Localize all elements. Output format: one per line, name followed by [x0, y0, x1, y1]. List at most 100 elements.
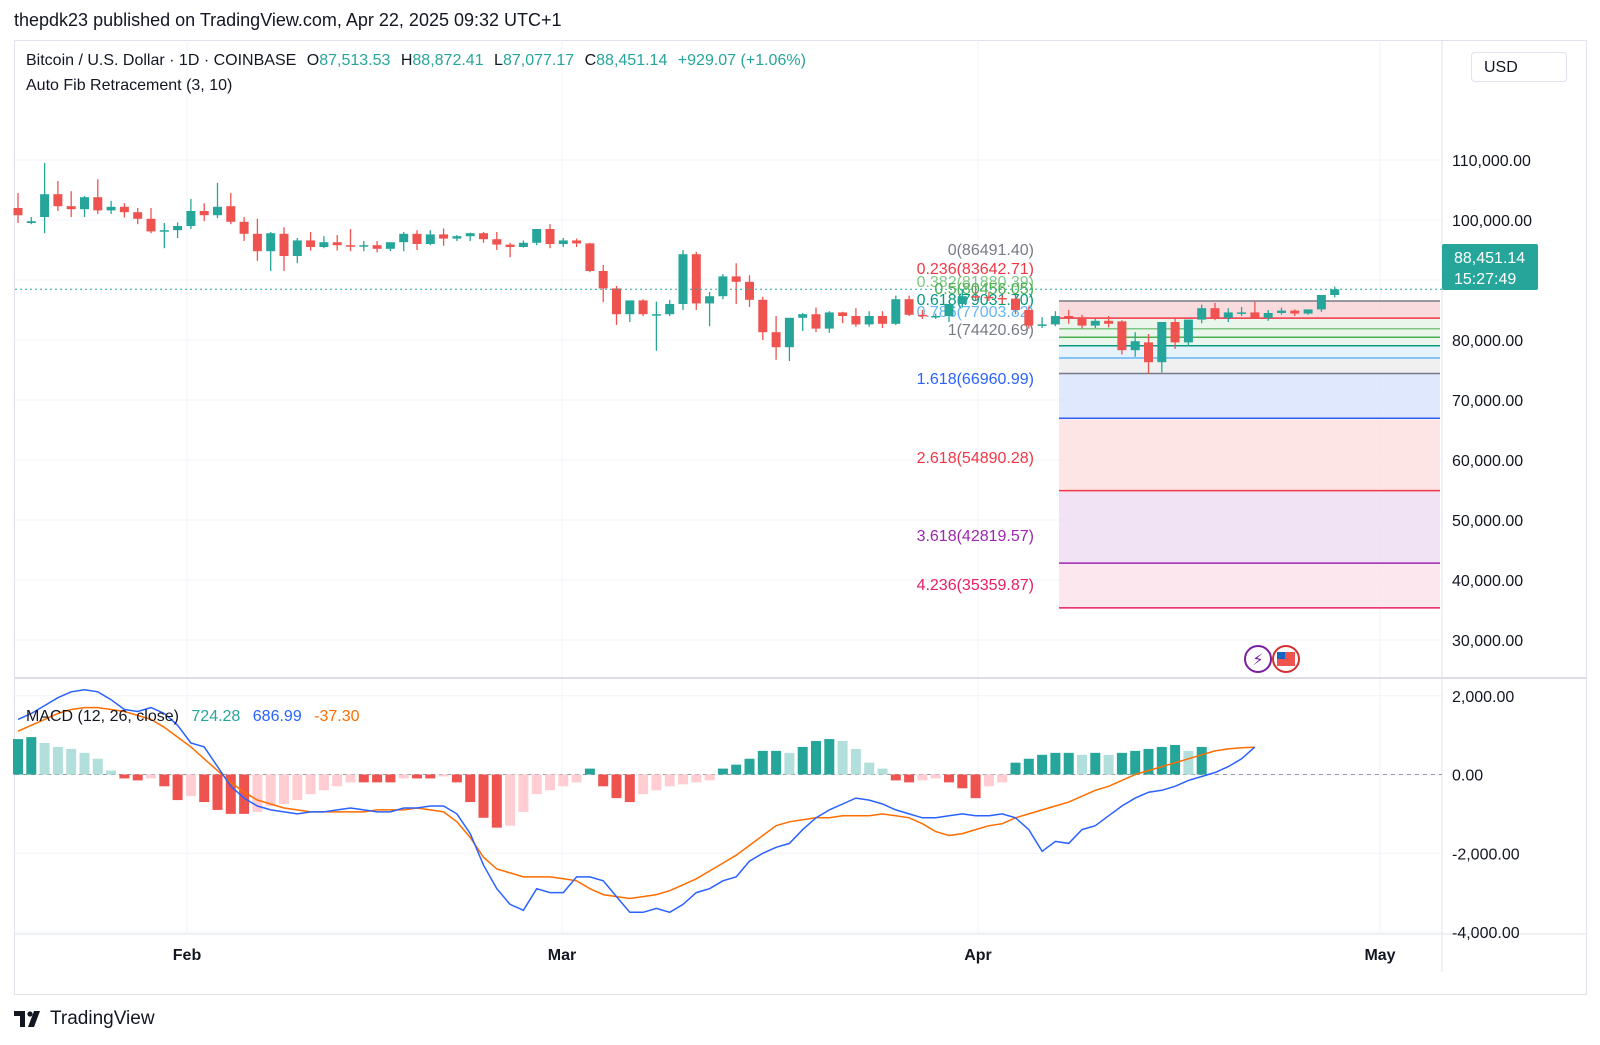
candle-body: [997, 298, 1007, 300]
candle-body: [1263, 313, 1273, 318]
fib-level-label: 3.618(42819.57): [917, 528, 1034, 545]
candle-body: [931, 316, 941, 318]
candle-body: [944, 304, 954, 316]
fib-band: [1059, 490, 1440, 564]
time-tick-label: Apr: [964, 947, 992, 964]
candle-body: [612, 288, 621, 315]
candle-body: [1197, 308, 1207, 320]
candle-body: [1011, 298, 1020, 310]
macd-histogram-bar: [757, 750, 768, 775]
candle-body: [412, 233, 422, 244]
fib-band: [1059, 301, 1440, 319]
macd-histogram-bar: [292, 774, 303, 801]
macd-histogram-bar: [811, 741, 821, 775]
candle-body: [758, 299, 768, 333]
high-value: 88,872.41: [412, 52, 484, 69]
candle-body: [1144, 342, 1153, 363]
candle-body: [439, 234, 449, 239]
candle-body: [332, 242, 342, 246]
candle-body: [518, 242, 528, 247]
candle-body: [585, 243, 595, 271]
price-tick-label: 50,000.00: [1452, 513, 1523, 530]
fib-band: [1059, 357, 1440, 374]
candle-body: [385, 242, 395, 249]
candle-body: [26, 221, 36, 223]
fib-level-label: 1(74420.69): [948, 322, 1034, 339]
macd-tick-label: 0.00: [1452, 768, 1483, 785]
fib-level-label: 4.236(35359.87): [917, 577, 1034, 594]
macd-histogram-bar: [824, 739, 835, 775]
close-key: C: [584, 52, 597, 69]
macd-histogram-bar: [1103, 754, 1114, 775]
macd-histogram-bar: [771, 750, 782, 775]
price-tick-label: 80,000.00: [1452, 333, 1523, 350]
macd-histogram-bar: [691, 774, 702, 783]
macd-histogram-bar: [970, 774, 981, 799]
macd-line: [17, 689, 1256, 914]
candle-body: [1050, 316, 1060, 325]
open-key: O: [306, 52, 320, 69]
fib-level-label: 0.236(83642.71): [917, 261, 1034, 278]
candle-body: [1130, 341, 1140, 351]
macd-histogram-bar: [664, 774, 675, 787]
candle-body: [771, 332, 781, 348]
tradingview-brand: TradingView: [50, 1008, 155, 1029]
symbol-name[interactable]: Bitcoin / U.S. Dollar · 1D · COINBASE: [26, 52, 297, 69]
fib-band: [1059, 328, 1440, 338]
candle-body: [213, 206, 222, 216]
price-tick-label: 60,000.00: [1452, 453, 1523, 470]
macd-signal-value: -37.30: [314, 708, 360, 725]
macd-histogram-bar: [850, 748, 861, 775]
candle-body: [1210, 308, 1220, 318]
macd-histogram-bar: [239, 774, 250, 814]
candle-body: [66, 206, 76, 210]
macd-histogram-bar: [545, 774, 555, 791]
macd-histogram-bar: [26, 737, 37, 775]
candle-body: [984, 296, 994, 299]
macd-histogram-bar: [1050, 752, 1061, 775]
macd-histogram-bar: [505, 774, 516, 826]
fib-level-label: 1.618(66960.99): [917, 371, 1034, 388]
indicator-name[interactable]: Auto Fib Retracement (3, 10): [26, 77, 233, 94]
macd-legend[interactable]: MACD (12, 26, close) 724.28 686.99 -37.3…: [26, 708, 368, 726]
macd-histogram-bar: [465, 774, 476, 803]
macd-histogram-bar: [678, 774, 688, 785]
candle-body: [505, 244, 515, 247]
candle-body: [346, 245, 355, 247]
macd-histogram-bar: [957, 774, 968, 789]
macd-histogram-bar: [944, 774, 954, 783]
macd-label[interactable]: MACD (12, 26, close): [26, 708, 179, 725]
candle-body: [665, 304, 675, 315]
candle-body: [1064, 316, 1074, 318]
macd-histogram-bar: [598, 774, 609, 787]
macd-histogram-bar: [318, 774, 329, 791]
candle-body: [851, 316, 861, 325]
candle-body: [718, 276, 728, 297]
candle-body: [292, 240, 302, 256]
close-value: 88,451.14: [596, 52, 668, 69]
macd-histogram-bar: [571, 774, 582, 783]
candle-body: [173, 226, 183, 231]
candle-body: [957, 296, 967, 304]
indicator-legend[interactable]: Auto Fib Retracement (3, 10): [26, 77, 238, 95]
tradingview-logo[interactable]: TradingView: [14, 1008, 155, 1030]
candle-body: [971, 296, 981, 298]
candle-body: [133, 212, 143, 219]
time-tick-label: May: [1364, 947, 1395, 964]
macd-histogram-bar: [531, 774, 542, 795]
macd-line-value: 686.99: [252, 708, 302, 725]
high-key: H: [400, 52, 413, 69]
candle-body: [811, 314, 821, 329]
currency-button[interactable]: USD: [1471, 52, 1567, 82]
price-tag-countdown: 15:27:49: [1454, 271, 1516, 288]
macd-histogram-bar: [930, 774, 941, 779]
macd-histogram-bar: [1170, 744, 1181, 775]
candle-body: [731, 276, 741, 282]
macd-histogram-bar: [425, 774, 436, 779]
open-value: 87,513.53: [319, 52, 391, 69]
time-tick-label: Mar: [548, 947, 576, 964]
macd-histogram-bar: [890, 774, 901, 781]
candle-body: [891, 299, 901, 324]
candle-body: [878, 316, 887, 324]
